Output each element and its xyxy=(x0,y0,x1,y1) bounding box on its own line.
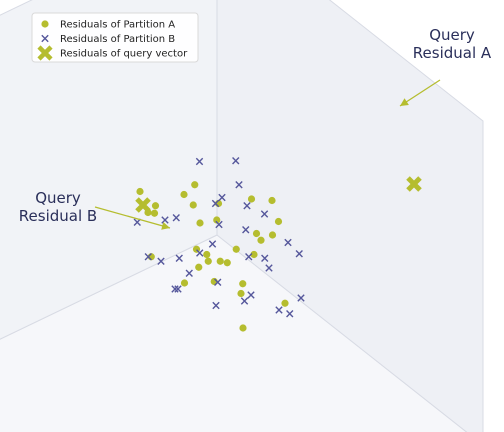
query-point xyxy=(135,197,151,213)
partition-a-point xyxy=(268,231,277,239)
partition-a-point xyxy=(247,195,256,203)
partition-b-point xyxy=(242,226,250,234)
partition-a-point xyxy=(239,280,247,288)
legend-marker xyxy=(41,20,49,28)
partition-b-point xyxy=(265,264,273,272)
partition-b-point xyxy=(235,181,243,189)
legend-label: Residuals of Partition A xyxy=(60,20,175,31)
legend-marker xyxy=(37,45,53,61)
partition-a-point xyxy=(213,216,221,224)
partition-b-point xyxy=(214,278,222,286)
legend-label: Residuals of Partition B xyxy=(60,34,175,45)
partition-b-point xyxy=(212,301,220,310)
partition-a-point xyxy=(239,324,247,332)
partition-b-point xyxy=(243,202,251,210)
partition-a-point xyxy=(257,236,265,244)
partition-b-point xyxy=(240,297,249,305)
legend: Residuals of Partition A Residuals of Par… xyxy=(31,12,199,63)
partition-b-point xyxy=(185,269,193,277)
partition-a-point xyxy=(180,279,189,287)
partition-b-point xyxy=(215,220,223,229)
partition-b-point xyxy=(260,210,269,218)
partition-a-point xyxy=(151,202,160,210)
partition-b-point xyxy=(195,157,204,166)
partition-a-point xyxy=(274,217,283,226)
legend-label: Residuals of query vector xyxy=(60,49,188,60)
partition-b-point xyxy=(196,249,204,257)
partition-b-point xyxy=(144,253,152,261)
legend-marker xyxy=(41,34,49,43)
annotation-text: Query xyxy=(35,189,81,207)
partition-a-point xyxy=(223,259,231,267)
data-points xyxy=(133,157,422,332)
annotation-text: Query xyxy=(429,26,475,44)
arrow-head xyxy=(161,221,170,230)
partition-b-point xyxy=(245,253,253,261)
pane-back xyxy=(216,0,484,432)
partition-a-point xyxy=(136,187,144,196)
partition-b-point xyxy=(297,294,305,302)
partition-a-point xyxy=(252,229,261,238)
partition-a-point xyxy=(237,289,245,298)
query-point xyxy=(406,176,422,192)
partition-a-point xyxy=(196,219,204,227)
partition-b-point xyxy=(171,285,179,293)
partition-a-point xyxy=(281,299,289,307)
partition-a-point xyxy=(232,245,240,253)
partition-b-point xyxy=(218,193,226,202)
partition-b-point xyxy=(295,250,303,258)
partition-b-point xyxy=(161,216,169,224)
annotation-text: Residual B xyxy=(19,207,97,225)
partition-b-point xyxy=(232,157,240,165)
partition-b-point xyxy=(208,240,217,248)
partition-b-point xyxy=(174,285,182,293)
partition-b-point xyxy=(286,310,294,318)
axes-panes xyxy=(0,0,484,432)
partition-b-point xyxy=(175,254,183,262)
partition-b-point xyxy=(172,214,180,222)
partition-b-point xyxy=(247,291,255,299)
partition-b-point xyxy=(133,218,141,226)
partition-a-point xyxy=(180,190,188,199)
partition-b-point xyxy=(284,238,292,247)
annotation-arrow xyxy=(94,206,171,229)
pane-left xyxy=(0,0,218,340)
partition-a-point xyxy=(250,250,258,259)
partition-b-point xyxy=(275,306,283,314)
partition-b-point xyxy=(211,199,220,208)
annotation-text: Residual A xyxy=(413,44,492,62)
partition-a-point xyxy=(191,181,199,189)
legend-box xyxy=(31,12,199,63)
partition-a-point xyxy=(216,257,224,265)
partition-a-point xyxy=(204,257,212,265)
partition-a-point xyxy=(268,196,276,205)
partition-a-point xyxy=(150,209,159,217)
arrow-head xyxy=(400,98,409,106)
partition-b-point xyxy=(157,257,165,265)
partition-b-point xyxy=(261,254,269,262)
partition-a-point xyxy=(203,250,211,259)
partition-a-point xyxy=(189,201,197,209)
partition-a-point xyxy=(195,263,203,271)
